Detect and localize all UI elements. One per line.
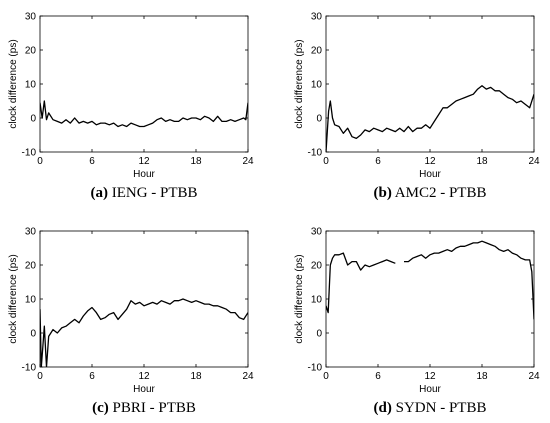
y-tick-label: 20 <box>25 46 37 57</box>
plot-area <box>39 230 249 368</box>
caption-label: (a) <box>90 185 108 201</box>
y-tick-label: 20 <box>311 261 323 272</box>
caption-text: IENG - PTBB <box>108 185 198 201</box>
y-axis-label: clock difference (ps) <box>8 254 19 343</box>
y-tick-label: -10 <box>22 363 37 374</box>
x-tick-label: 6 <box>89 156 95 167</box>
x-tick-label: 18 <box>476 156 488 167</box>
x-axis-label: Hour <box>133 169 155 180</box>
x-tick-label: 0 <box>37 371 43 382</box>
x-tick-label: 6 <box>375 371 381 382</box>
plot-area <box>325 15 535 153</box>
series-line-1 <box>326 252 396 314</box>
x-tick-label: 18 <box>190 156 202 167</box>
y-tick-label: 30 <box>25 12 37 23</box>
x-axis-label: Hour <box>419 169 441 180</box>
y-tick-label: 0 <box>316 329 322 340</box>
x-tick-label: 24 <box>528 156 540 167</box>
x-tick-label: 24 <box>242 371 254 382</box>
y-tick-label: 0 <box>30 114 36 125</box>
x-tick-label: 0 <box>323 371 329 382</box>
y-tick-label: 10 <box>311 80 323 91</box>
caption-text: PBRI - PTBB <box>109 400 196 416</box>
x-tick-label: 12 <box>138 371 150 382</box>
subplot-caption: (a) IENG - PTBB <box>90 185 197 201</box>
x-tick-label: 6 <box>375 156 381 167</box>
caption-label: (c) <box>92 400 109 416</box>
plot-area <box>39 15 249 153</box>
subplot-caption: (d) SYDN - PTBB <box>374 400 487 416</box>
series-line-1 <box>326 85 534 152</box>
y-tick-label: 10 <box>311 295 323 306</box>
subplot-caption: (c) PBRI - PTBB <box>92 400 196 416</box>
y-axis-label: clock difference (ps) <box>294 39 305 128</box>
x-tick-label: 24 <box>528 371 540 382</box>
x-tick-label: 0 <box>323 156 329 167</box>
series-line-1 <box>40 298 248 367</box>
subplot-caption: (b) AMC2 - PTBB <box>374 185 487 201</box>
y-tick-label: 20 <box>311 46 323 57</box>
caption-text: AMC2 - PTBB <box>392 185 487 201</box>
caption-text: SYDN - PTBB <box>392 400 487 416</box>
x-tick-label: 12 <box>138 156 150 167</box>
x-tick-label: 6 <box>89 371 95 382</box>
caption-label: (d) <box>374 400 392 416</box>
y-tick-label: 10 <box>25 295 37 306</box>
x-tick-label: 18 <box>190 371 202 382</box>
series-line-1 <box>40 100 248 128</box>
y-tick-label: -10 <box>308 363 323 374</box>
y-tick-label: 0 <box>316 114 322 125</box>
x-tick-label: 18 <box>476 371 488 382</box>
y-tick-label: 30 <box>311 227 323 238</box>
y-tick-label: -10 <box>22 148 37 159</box>
x-tick-label: 12 <box>424 156 436 167</box>
y-tick-label: 10 <box>25 80 37 91</box>
x-tick-label: 24 <box>242 156 254 167</box>
y-tick-label: 30 <box>311 12 323 23</box>
x-tick-label: 0 <box>37 156 43 167</box>
y-tick-label: 20 <box>25 261 37 272</box>
y-tick-label: -10 <box>308 148 323 159</box>
x-axis-label: Hour <box>419 384 441 395</box>
caption-label: (b) <box>374 185 392 201</box>
series-line-2 <box>404 240 534 320</box>
x-tick-label: 12 <box>424 371 436 382</box>
x-axis-label: Hour <box>133 384 155 395</box>
y-axis-label: clock difference (ps) <box>8 39 19 128</box>
y-tick-label: 0 <box>30 329 36 340</box>
y-tick-label: 30 <box>25 227 37 238</box>
y-axis-label: clock difference (ps) <box>294 254 305 343</box>
